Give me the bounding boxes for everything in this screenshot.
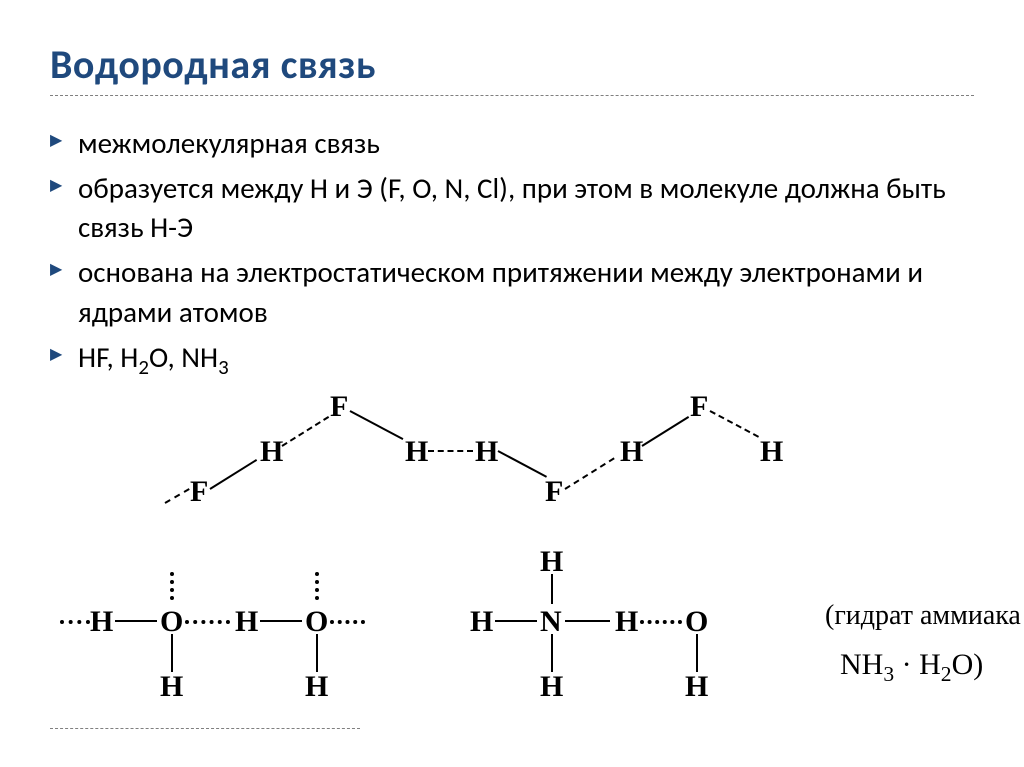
atom-label: O: [685, 605, 708, 639]
bond: [315, 572, 319, 600]
atom-label: H: [235, 605, 258, 639]
bullet-item: основана на электростатическом притяжени…: [50, 253, 974, 331]
atom-label: H: [760, 435, 783, 469]
atom-label: H: [260, 435, 283, 469]
bond: [330, 620, 365, 624]
bond: [170, 572, 174, 600]
atom-label: H: [685, 670, 708, 704]
atom-label: H: [470, 605, 493, 639]
bond: [316, 634, 318, 672]
caption-formula: NH3 · H2O): [840, 648, 983, 682]
bond: [428, 450, 473, 452]
atom-label: H: [615, 605, 638, 639]
atom-label: H: [405, 435, 428, 469]
atom-label: H: [305, 670, 328, 704]
bond: [350, 410, 404, 440]
atom-label: H: [540, 670, 563, 704]
atom-label: H: [540, 545, 563, 579]
bond: [165, 488, 190, 504]
bullet-item: образуется между Н и Э (F, O, N, Cl), пр…: [50, 169, 974, 247]
bond: [498, 450, 548, 478]
atom-label: O: [305, 605, 328, 639]
bond: [115, 620, 157, 622]
title-divider: [50, 95, 974, 96]
atom-label: H: [160, 670, 183, 704]
bond: [185, 620, 230, 624]
bond: [171, 634, 173, 672]
footer-divider: [50, 728, 360, 729]
atom-label: F: [690, 390, 708, 424]
bond: [260, 620, 302, 622]
atom-label: F: [330, 390, 348, 424]
atom-label: H: [620, 435, 643, 469]
bullet-item: межмолекулярная связь: [50, 124, 974, 163]
atom-label: F: [545, 475, 563, 509]
bond: [60, 620, 90, 624]
atom-label: F: [190, 475, 208, 509]
bond: [565, 620, 610, 622]
bond: [564, 457, 614, 489]
bullet-item: HF, H2O, NH3: [50, 338, 974, 377]
bond: [696, 634, 698, 672]
bond: [495, 620, 537, 622]
slide-title: Водородная связь: [50, 40, 974, 89]
bullet-text: HF, H2O, NH3: [78, 339, 229, 375]
bullet-list: межмолекулярная связь образуется между Н…: [50, 124, 974, 377]
atom-label: H: [90, 605, 113, 639]
bond: [641, 416, 689, 447]
bond: [281, 416, 329, 447]
bond: [640, 620, 682, 624]
atom-label: O: [160, 605, 183, 639]
bond: [209, 459, 257, 490]
atom-label: H: [475, 435, 498, 469]
atom-label: N: [540, 605, 562, 639]
caption-label: (гидрат аммиака: [825, 600, 1021, 632]
bond: [710, 410, 760, 438]
bond: [551, 634, 553, 672]
